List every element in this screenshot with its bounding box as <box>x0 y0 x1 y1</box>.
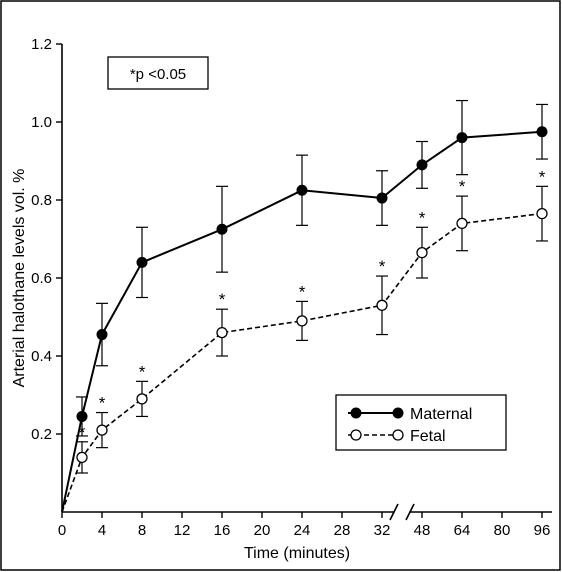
x-tick-label: 32 <box>374 522 391 539</box>
x-tick-label: 8 <box>138 522 146 539</box>
data-point-fetal <box>296 315 308 327</box>
data-point-fetal <box>376 299 388 311</box>
data-point-fetal <box>96 424 108 436</box>
annotation-text: *p <0.05 <box>130 66 186 83</box>
x-tick-label: 80 <box>494 522 511 539</box>
annotation-box <box>107 56 209 90</box>
data-point-maternal <box>76 410 88 422</box>
x-tick-label: 96 <box>534 522 551 539</box>
x-tick-label: 16 <box>214 522 231 539</box>
data-point-fetal <box>216 326 228 339</box>
legend-maternal-marker-right <box>392 407 404 419</box>
data-point-fetal <box>76 451 88 464</box>
x-tick-label: 64 <box>454 522 471 539</box>
data-point-maternal <box>456 132 468 144</box>
legend: Maternal Fetal <box>335 394 507 451</box>
legend-box <box>335 394 507 451</box>
significance-star: * <box>219 290 226 309</box>
y-axis-label: Arterial halothane levels vol. % <box>11 169 28 388</box>
axis-break-mark-1 <box>389 503 399 521</box>
x-tick-label: 20 <box>254 522 271 539</box>
data-point-fetal <box>536 207 548 220</box>
data-point-maternal <box>136 256 148 268</box>
data-point-fetal <box>456 217 468 230</box>
axis-break-mark-2 <box>405 503 415 521</box>
legend-fetal-marker-left <box>350 429 362 441</box>
significance-star: * <box>539 167 546 186</box>
x-tick-label: 0 <box>58 522 66 539</box>
x-tick-label: 28 <box>334 522 351 539</box>
data-point-maternal <box>376 192 388 204</box>
legend-maternal-label: Maternal <box>410 406 472 423</box>
annotation-layer: *p <0.05 <box>107 56 209 90</box>
x-tick-label: 48 <box>414 522 431 539</box>
data-point-maternal <box>416 159 428 171</box>
x-tick-label: 4 <box>98 522 106 539</box>
y-tick-label: 0.6 <box>31 270 52 287</box>
significance-star: * <box>79 423 86 442</box>
y-tick-label: 1.0 <box>31 114 52 131</box>
data-point-maternal <box>536 126 548 138</box>
axes: 0.20.40.60.81.01.20 4 8 12 16 20 24 28 32 48 64 80 9… <box>11 36 552 562</box>
x-tick-label: 24 <box>294 522 311 539</box>
series-line-fetal <box>61 212 543 513</box>
legend-maternal-marker-left <box>350 407 362 419</box>
data-point-maternal <box>96 329 108 341</box>
y-tick-label: 0.4 <box>31 348 52 365</box>
y-tick-label: 1.2 <box>31 36 52 53</box>
data-point-maternal <box>216 223 228 235</box>
series-line-maternal <box>61 130 543 513</box>
series-layer: * * * * * * * * * <box>61 99 548 513</box>
significance-star: * <box>419 208 426 227</box>
significance-star: * <box>299 282 306 301</box>
data-point-fetal <box>416 246 428 259</box>
legend-fetal-label: Fetal <box>410 428 446 445</box>
significance-star: * <box>139 362 146 381</box>
significance-star: * <box>459 177 466 196</box>
significance-star: * <box>99 394 106 413</box>
x-axis-label: Time (minutes) <box>244 545 350 562</box>
data-point-fetal <box>136 393 148 405</box>
y-tick-label: 0.8 <box>31 192 52 209</box>
legend-fetal-marker-right <box>392 429 404 441</box>
data-point-maternal <box>296 184 308 196</box>
y-tick-label: 0.2 <box>31 426 52 443</box>
x-tick-label: 12 <box>174 522 191 539</box>
significance-star: * <box>379 257 386 276</box>
